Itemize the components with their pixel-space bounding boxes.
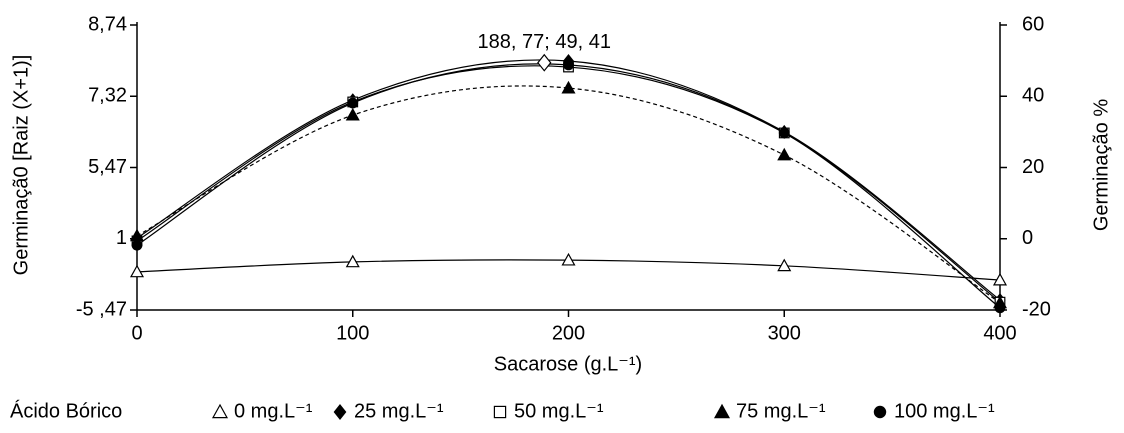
marker <box>778 127 790 139</box>
y2-tick-label: 60 <box>1022 13 1044 35</box>
y-tick-label: 7,32 <box>88 85 127 107</box>
x-tick-label: 300 <box>768 322 801 344</box>
legend-marker <box>713 403 731 419</box>
marker <box>347 97 359 109</box>
y-tick-label: 8,74 <box>88 13 127 35</box>
x-axis-label: Sacarose (g.L⁻¹) <box>494 353 642 375</box>
y-tick-label: -5 ,47 <box>76 298 127 320</box>
legend-label: 75 mg.L⁻¹ <box>736 400 826 422</box>
legend-marker <box>211 403 229 419</box>
marker <box>563 59 574 71</box>
marker <box>561 80 576 94</box>
y2-tick-label: -20 <box>1022 298 1051 320</box>
y2-tick-label: 40 <box>1022 85 1044 107</box>
x-tick-label: 100 <box>336 322 369 344</box>
legend-label: 50 mg.L⁻¹ <box>514 400 604 422</box>
legend-label: 25 mg.L⁻¹ <box>354 400 444 422</box>
legend-marker <box>333 404 347 420</box>
marker <box>345 107 360 121</box>
y2-tick-label: 20 <box>1022 156 1044 178</box>
y2-axis-label: Germinação % <box>1090 99 1112 231</box>
legend-title: Ácido Bórico <box>10 399 122 422</box>
marker <box>129 264 145 278</box>
marker <box>994 302 1006 314</box>
marker <box>345 254 360 268</box>
y-tick-label: 5,47 <box>88 156 127 178</box>
marker <box>777 147 792 161</box>
marker <box>561 252 576 266</box>
marker <box>777 258 792 272</box>
y-tick-label: 1 <box>116 227 127 249</box>
y-axis-label: Germinaçã0 [Raiz (X+1)] <box>10 55 32 276</box>
legend-label: 100 mg.L⁻¹ <box>894 400 995 422</box>
annotation: 188, 77; 49, 41 <box>478 31 611 53</box>
x-tick-label: 200 <box>552 322 585 344</box>
series-line <box>136 65 1001 303</box>
legend-marker <box>873 405 887 419</box>
marker <box>537 53 552 72</box>
series-line <box>136 85 1001 304</box>
marker <box>992 272 1008 286</box>
marker <box>131 239 143 251</box>
x-tick-label: 0 <box>131 322 142 344</box>
y2-tick-label: 0 <box>1022 227 1033 249</box>
legend-marker <box>493 405 507 419</box>
legend-label: 0 mg.L⁻¹ <box>234 400 313 422</box>
x-tick-label: 400 <box>983 322 1016 344</box>
